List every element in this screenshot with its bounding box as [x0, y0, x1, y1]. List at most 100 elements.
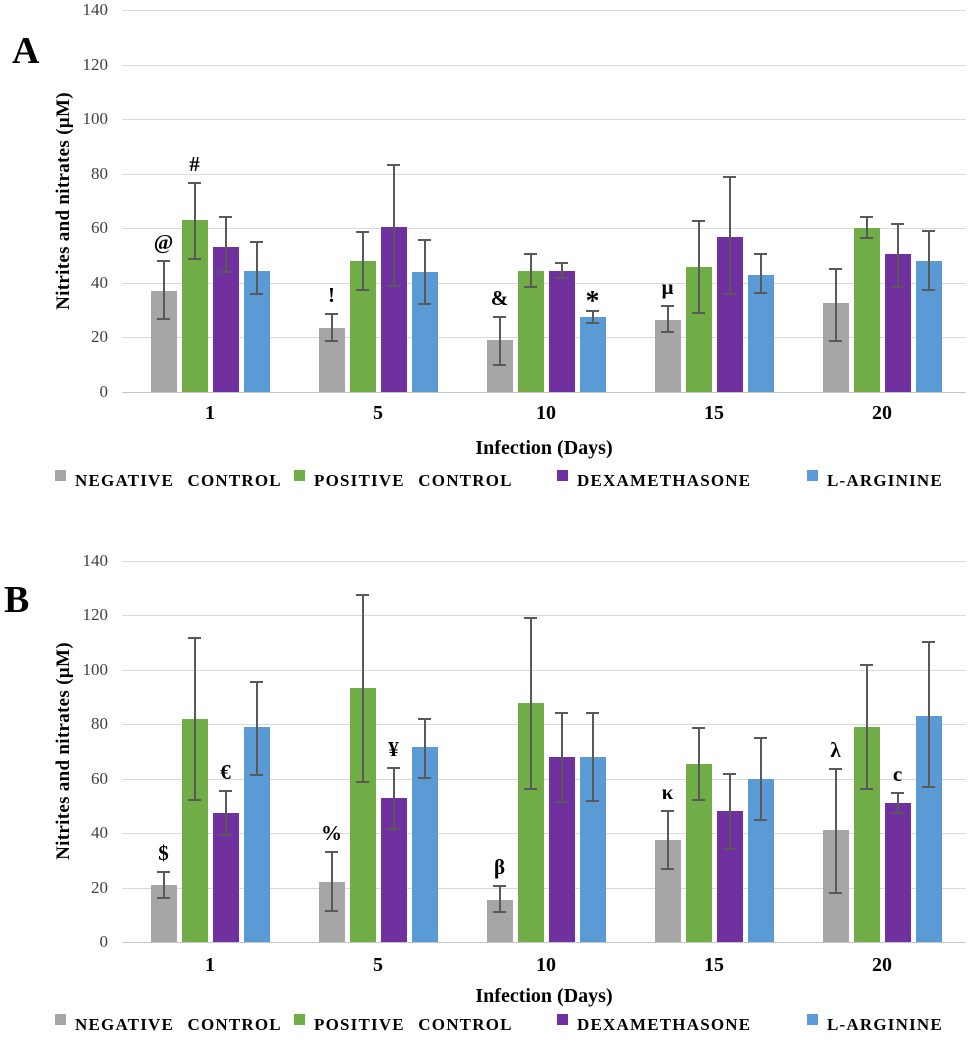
error-cap-top — [692, 727, 705, 729]
annotation-negative-control-day-15: µ — [661, 274, 674, 299]
legend-swatch-l-arginine — [807, 1014, 818, 1025]
error-cap-bottom — [754, 818, 767, 821]
legend-item-l-arginine: L-ARGININE — [807, 1014, 943, 1035]
gridline-y-20 — [122, 888, 966, 889]
annotation-negative-control-day-10: & — [490, 285, 509, 310]
error-bar-negative-control-day-1 — [162, 871, 165, 899]
legend-label: NEGATIVE CONTROL — [75, 471, 282, 490]
error-cap-bottom — [586, 799, 599, 802]
error-bar-negative-control-day-20 — [834, 267, 837, 342]
annotation-negative-control-day-5: ! — [328, 282, 335, 307]
y-axis-tick-label: 0 — [99, 932, 109, 951]
annotation-dexamethasone-day-5: ¥ — [388, 736, 399, 761]
error-cap-top — [493, 884, 506, 887]
error-bar-negative-control-day-10 — [498, 884, 501, 914]
error-cap-bottom — [860, 237, 873, 240]
error-cap-top — [922, 641, 935, 644]
error-cap-bottom — [723, 293, 736, 296]
error-bar-dexamethasone-day-15 — [728, 176, 731, 296]
error-cap-top — [418, 717, 431, 720]
error-bar-negative-control-day-1 — [162, 259, 165, 320]
legend-label: DEXAMETHASONE — [577, 1015, 752, 1034]
y-axis-tick-label: 120 — [82, 605, 109, 624]
annotation-negative-control-day-20: λ — [830, 737, 841, 762]
error-cap-top — [188, 181, 201, 184]
gridline-y-100 — [122, 119, 966, 120]
error-cap-bottom — [219, 271, 232, 274]
y-axis-tick-label: 100 — [82, 660, 109, 679]
y-axis-tick-label: 100 — [82, 109, 109, 128]
y-axis-tick-label: 80 — [91, 164, 108, 183]
gridline-y-60 — [122, 228, 966, 229]
gridline-y-140 — [122, 10, 966, 11]
error-cap-top — [860, 216, 873, 218]
legend-swatch-dexamethasone — [557, 470, 568, 481]
error-cap-bottom — [524, 286, 537, 289]
error-cap-bottom — [418, 776, 431, 779]
error-cap-bottom — [188, 798, 201, 801]
legend-swatch-dexamethasone — [557, 1014, 568, 1025]
gridline-y-0 — [122, 392, 966, 393]
error-cap-bottom — [356, 289, 369, 291]
y-axis-tick-label: 140 — [82, 0, 109, 19]
error-cap-top — [325, 850, 338, 853]
y-axis-tick-label: 80 — [91, 714, 108, 733]
error-bar-negative-control-day-5 — [330, 850, 333, 912]
annotation-l-arginine-day-10: * — [585, 286, 600, 318]
error-cap-bottom — [418, 302, 431, 305]
legend-item-dexamethasone: DEXAMETHASONE — [557, 470, 752, 491]
bar-dexamethasone-day-10 — [548, 270, 575, 392]
gridline-y-80 — [122, 724, 966, 725]
y-axis-tick-label: 140 — [82, 551, 109, 570]
error-cap-top — [891, 792, 904, 795]
error-cap-top — [586, 712, 599, 714]
legend-item-positive-control: POSITIVE CONTROL — [294, 1014, 513, 1035]
legend-label: POSITIVE CONTROL — [314, 471, 513, 490]
error-cap-top — [524, 616, 537, 619]
legend-swatch-positive-control — [294, 470, 305, 481]
legend-label: NEGATIVE CONTROL — [75, 1015, 282, 1034]
legend-item-negative-control: NEGATIVE CONTROL — [55, 1014, 282, 1035]
legend-label: DEXAMETHASONE — [577, 471, 752, 490]
panel-b-label: B — [4, 579, 30, 621]
panel-a-plot-area: 0 20 40 60 80 100 120 140 @ #1! 5 & * 10 µ 15 20 — [82, 0, 966, 423]
error-cap-top — [661, 810, 674, 812]
error-cap-top — [860, 664, 873, 667]
error-bar-positive-control-day-1 — [193, 637, 196, 801]
error-cap-top — [829, 767, 842, 770]
error-cap-top — [555, 712, 568, 714]
error-cap-bottom — [250, 293, 263, 296]
annotation-negative-control-day-1: @ — [153, 229, 174, 254]
error-bar-negative-control-day-15 — [666, 810, 669, 870]
error-bar-dexamethasone-day-5 — [392, 164, 395, 287]
error-cap-bottom — [829, 339, 842, 342]
legend-item-dexamethasone: DEXAMETHASONE — [557, 1014, 752, 1035]
bar-positive-control-day-10 — [517, 270, 544, 392]
error-cap-bottom — [860, 787, 873, 790]
error-cap-top — [493, 315, 506, 318]
error-cap-top — [661, 304, 674, 307]
error-cap-bottom — [524, 787, 537, 790]
error-bar-l-arginine-day-20 — [927, 229, 930, 292]
x-axis-category-label: 15 — [704, 954, 724, 976]
error-bar-l-arginine-day-10 — [591, 712, 594, 802]
error-cap-bottom — [387, 284, 400, 287]
error-bar-positive-control-day-5 — [361, 231, 364, 291]
error-cap-bottom — [325, 910, 338, 913]
error-bar-negative-control-day-5 — [330, 312, 333, 342]
panel-a-x-axis-title: Infection (Days) — [475, 437, 613, 459]
error-cap-top — [188, 637, 201, 640]
annotation-negative-control-day-1: $ — [158, 841, 169, 866]
error-cap-bottom — [692, 312, 705, 315]
error-bar-l-arginine-day-1 — [255, 680, 258, 776]
annotation-positive-control-day-1: # — [189, 151, 200, 176]
annotation-dexamethasone-day-20: c — [892, 762, 903, 787]
error-bar-positive-control-day-15 — [697, 727, 700, 801]
error-cap-top — [387, 164, 400, 167]
error-cap-bottom — [661, 867, 674, 870]
error-cap-bottom — [157, 896, 170, 899]
legend-label: L-ARGININE — [827, 471, 943, 490]
panel-b: B Nitrites and nitrates (µM) 0 20 40 60 80 10… — [0, 523, 968, 1046]
annotation-negative-control-day-10: β — [493, 854, 506, 879]
error-bar-dexamethasone-day-20 — [896, 792, 899, 815]
